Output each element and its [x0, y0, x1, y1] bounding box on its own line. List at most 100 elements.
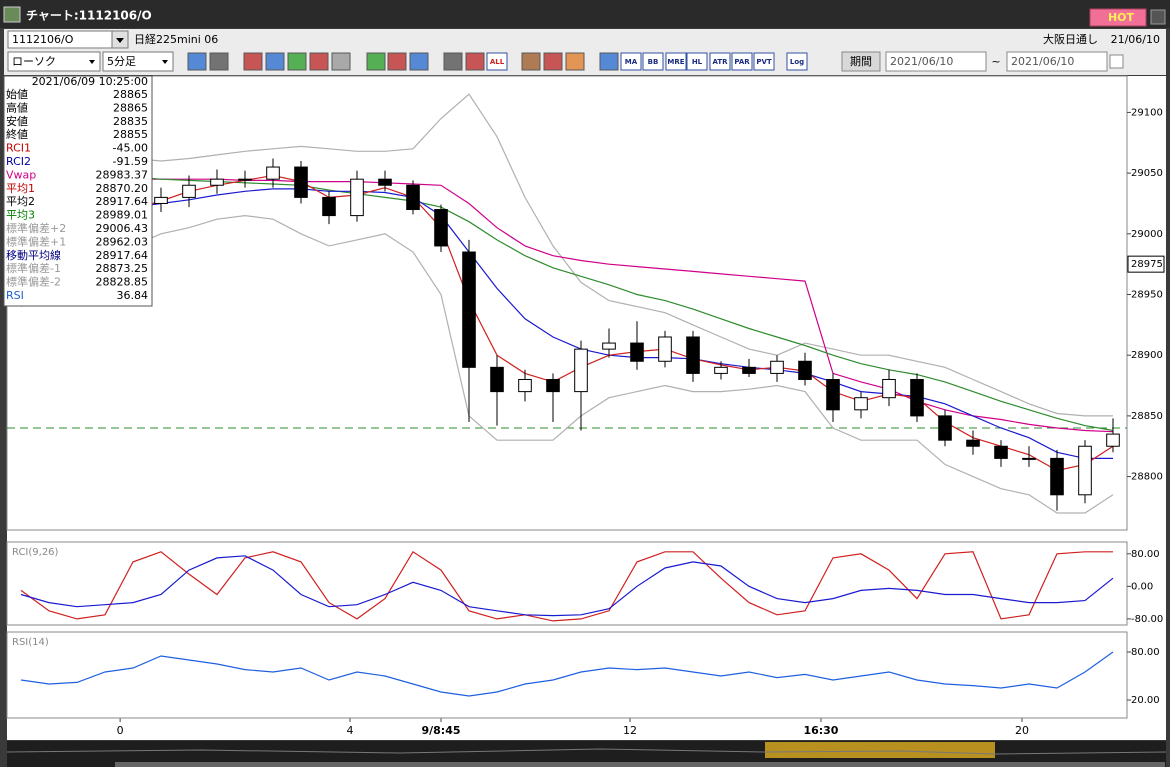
- info-label: RSI: [6, 289, 24, 302]
- toolbar-button-label: Log: [790, 58, 804, 66]
- y-tick-label: 29100: [1131, 107, 1163, 118]
- info-panel-bg: [3, 75, 153, 307]
- info-label: 始値: [6, 87, 28, 101]
- y-tick-label: 28900: [1131, 350, 1163, 361]
- candle-body: [714, 366, 728, 374]
- toolbar-icon[interactable]: [309, 52, 329, 71]
- info-label: 終値: [6, 127, 28, 141]
- candle-body: [490, 366, 504, 393]
- candle-body: [966, 439, 980, 447]
- candle-body: [574, 348, 588, 393]
- last-price-label: 28975: [1131, 259, 1163, 270]
- y-tick-label: 28950: [1131, 290, 1163, 301]
- checkbox[interactable]: [1109, 54, 1124, 69]
- hot-button[interactable]: [1089, 8, 1147, 27]
- toolbar-icon[interactable]: [521, 52, 541, 71]
- chart-kind-text: ローソク: [12, 55, 56, 68]
- info-value: 28855: [113, 128, 148, 141]
- info-value: 28989.01: [96, 209, 149, 222]
- info-value: 28873.25: [96, 262, 149, 275]
- indicator-line: [20, 174, 1114, 433]
- y-tick-label: 28800: [1131, 472, 1163, 483]
- info-value: 28917.64: [96, 249, 149, 262]
- toolbar-button[interactable]: [731, 52, 753, 71]
- info-value: 28865: [113, 101, 148, 114]
- toolbar-icon[interactable]: [443, 52, 463, 71]
- market-name: 大阪日通し: [1043, 32, 1098, 46]
- x-tick-label: 12: [623, 724, 637, 737]
- info-value: -45.00: [113, 142, 148, 155]
- toolbar-button[interactable]: [642, 52, 664, 71]
- dropdown-arrow: [116, 38, 124, 43]
- info-label: 標準偏差-2: [6, 275, 61, 289]
- info-label: 平均1: [6, 182, 35, 195]
- indicator-line: [20, 174, 1114, 472]
- y-tick-label: 80.00: [1131, 647, 1160, 658]
- candle-body: [826, 378, 840, 411]
- info-label: 平均2: [6, 195, 35, 208]
- candle-body: [434, 209, 448, 247]
- info-panel: 2021/06/09 10:25:00 始値 28865 高値 28865 安値 2883…: [3, 75, 153, 307]
- toolbar-button[interactable]: [709, 52, 731, 71]
- candle-body: [938, 415, 952, 441]
- toolbar-icon[interactable]: [366, 52, 386, 71]
- dropdown-arrow: [162, 60, 168, 64]
- toolbar-button[interactable]: [753, 52, 775, 71]
- toolbar-icon[interactable]: [599, 52, 619, 71]
- info-value: 36.84: [117, 289, 149, 302]
- scroll-thumb[interactable]: [765, 742, 995, 758]
- indicator-line: [20, 188, 1113, 459]
- info-value: 28865: [113, 88, 148, 101]
- toolbar-icon[interactable]: [409, 52, 429, 71]
- candle-body: [210, 178, 224, 186]
- y-tick-label: 80.00: [1131, 549, 1160, 560]
- toolbar-icon[interactable]: [543, 52, 563, 71]
- candle-body: [378, 178, 392, 186]
- toolbar-button[interactable]: [786, 52, 808, 71]
- indicator-line: [20, 555, 1114, 617]
- toolbar-icon[interactable]: [465, 52, 485, 71]
- x-tick-label: 9/8:45: [421, 724, 460, 737]
- chart-kind-select[interactable]: [7, 51, 101, 72]
- toolbar-icon[interactable]: [565, 52, 585, 71]
- toolbar-icon[interactable]: [331, 52, 351, 71]
- chart-area: [7, 76, 1166, 740]
- candle-body: [1050, 457, 1064, 496]
- candle-body: [630, 342, 644, 362]
- to-date-input[interactable]: [1006, 51, 1108, 72]
- indicator-line: [20, 651, 1114, 697]
- info-label: 高値: [6, 100, 28, 114]
- toolbar-icon[interactable]: [209, 52, 229, 71]
- candle-body: [294, 166, 308, 198]
- title-bar: [0, 0, 1170, 28]
- x-tick-label: 0: [117, 724, 124, 737]
- toolbar-button[interactable]: [620, 52, 642, 71]
- toolbar-icon[interactable]: [387, 52, 407, 71]
- from-date-input[interactable]: [885, 51, 987, 72]
- candle-body: [1022, 457, 1036, 460]
- candle-body: [406, 184, 420, 211]
- toolbar-button[interactable]: [665, 52, 687, 71]
- close-button[interactable]: [1150, 9, 1166, 25]
- y-tick-label: -80.00: [1131, 614, 1163, 625]
- toolbar-button-label: MRE: [667, 58, 684, 66]
- toolbar-icon[interactable]: [187, 52, 207, 71]
- candle-body: [854, 397, 868, 411]
- info-label: Vwap: [6, 168, 36, 181]
- interval-select[interactable]: [102, 51, 174, 72]
- toolbar-button[interactable]: [686, 52, 708, 71]
- toolbar-button-label: ALL: [490, 58, 505, 66]
- candle-body: [910, 378, 924, 417]
- y-tick-label: 28850: [1131, 411, 1163, 422]
- toolbar-icon[interactable]: [265, 52, 285, 71]
- period-button[interactable]: [841, 51, 881, 72]
- info-time: 2021/06/09 10:25:00: [32, 75, 148, 88]
- info-label: 標準偏差+1: [6, 234, 66, 248]
- toolbar-icon[interactable]: [243, 52, 263, 71]
- info-label: RCI1: [6, 142, 31, 155]
- candle-body: [322, 196, 336, 217]
- toolbar-button[interactable]: [486, 52, 508, 71]
- toolbar-icon[interactable]: [287, 52, 307, 71]
- candle-body: [798, 360, 812, 380]
